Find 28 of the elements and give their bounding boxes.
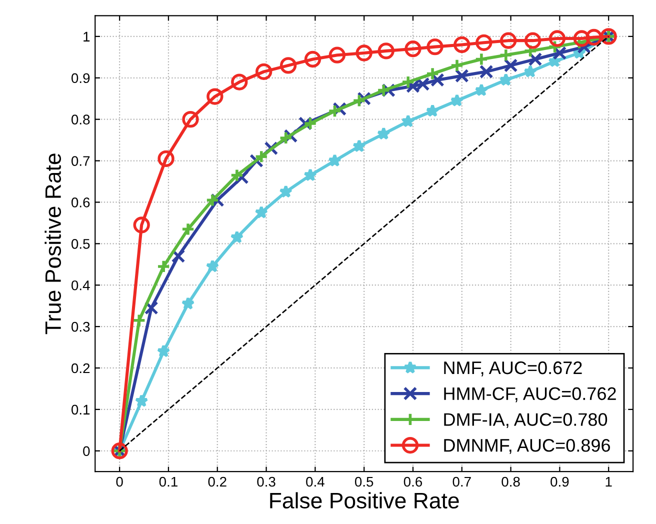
y-tick-label: 0.9	[71, 73, 90, 84]
y-axis-title: True Positive Rate	[44, 154, 62, 334]
legend-label: DMNMF, AUC=0.896	[444, 438, 610, 454]
x-tick-label: 0.6	[404, 476, 422, 487]
legend-label: NMF, AUC=0.672	[444, 361, 582, 376]
y-tick-label: 0.2	[71, 363, 90, 374]
x-tick-label: 0.9	[550, 476, 569, 487]
x-tick-label: 0.7	[452, 476, 471, 487]
y-tick-label: 0.6	[71, 198, 90, 208]
legend-label: HMM-CF, AUC=0.762	[444, 387, 616, 402]
y-tick-label: 0	[83, 446, 90, 456]
x-tick-label: 0.4	[306, 476, 324, 487]
y-tick-label: 0.5	[71, 238, 90, 249]
y-tick-label: 0.1	[71, 404, 90, 415]
x-tick-label: 1	[606, 476, 612, 487]
x-tick-label: 0.8	[502, 476, 520, 487]
y-tick-label: 0.3	[71, 322, 90, 332]
x-tick-label: 0.5	[354, 476, 374, 487]
y-tick-label: 0.4	[71, 280, 90, 290]
x-tick-label: 0	[116, 476, 123, 487]
x-tick-label: 0.1	[159, 476, 178, 487]
legend-label: DMF-IA, AUC=0.780	[444, 413, 608, 428]
y-tick-label: 0.8	[71, 114, 90, 124]
x-tick-label: 0.3	[257, 476, 276, 487]
y-tick-label: 1	[84, 32, 90, 42]
x-axis-title: False Positive Rate	[270, 492, 459, 509]
x-tick-label: 0.2	[208, 476, 226, 487]
y-tick-label: 0.7	[71, 156, 90, 166]
